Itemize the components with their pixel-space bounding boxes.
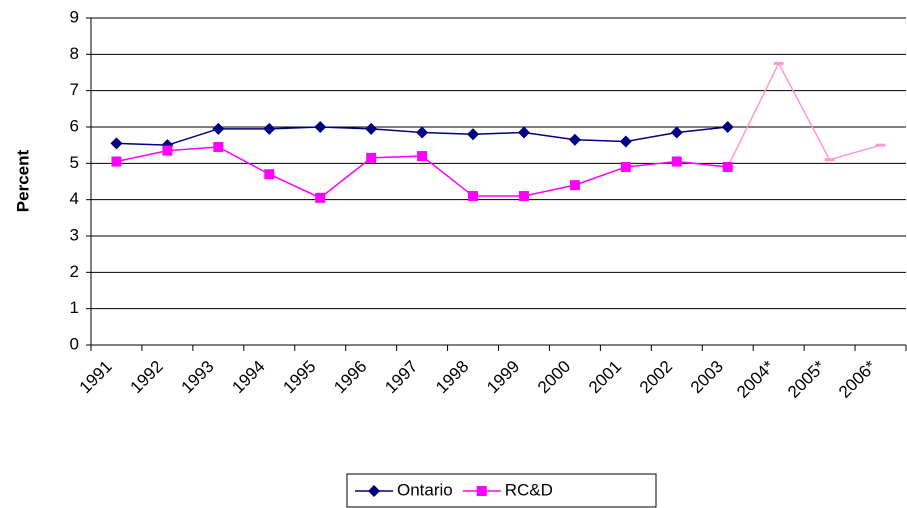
y-tick-label: 0: [70, 334, 79, 353]
y-tick-label: 2: [70, 262, 79, 281]
point: [619, 135, 632, 148]
point: [568, 133, 581, 146]
point: [722, 161, 733, 172]
x-tick-label: 1999: [483, 357, 523, 397]
legend-label: Ontario: [397, 480, 453, 499]
x-tick-label: 1996: [330, 357, 370, 397]
point: [162, 145, 173, 156]
point: [110, 137, 123, 150]
y-tick-label: 9: [70, 7, 79, 26]
point: [365, 122, 378, 135]
x-tick-label: 1992: [127, 357, 167, 397]
x-tick-label: 2002: [636, 357, 676, 397]
point: [517, 126, 530, 139]
point: [416, 126, 429, 139]
x-tick-label: 2003: [687, 357, 727, 397]
point: [314, 121, 327, 133]
x-tick-label: 2005*: [784, 357, 829, 402]
x-tick-label: 1991: [76, 357, 116, 397]
y-tick-label: 4: [70, 189, 79, 208]
y-axis-label: Percent: [13, 149, 32, 212]
legend-box: [346, 473, 657, 508]
point: [620, 161, 631, 172]
x-tick-label: 2004*: [733, 357, 778, 402]
point: [721, 121, 734, 133]
x-tick-label: 1994: [228, 357, 268, 397]
legend-marker: [368, 485, 380, 497]
x-tick-label: 1998: [432, 357, 472, 397]
point: [263, 122, 276, 135]
y-tick-label: 7: [70, 80, 79, 99]
point: [212, 122, 225, 135]
point: [671, 156, 682, 167]
x-tick-label: 1993: [177, 357, 217, 397]
y-tick-label: 5: [70, 153, 79, 172]
legend-label: RC&D: [505, 480, 553, 499]
point: [467, 128, 480, 141]
point: [670, 126, 683, 139]
y-tick-label: 3: [70, 225, 79, 244]
y-tick-label: 6: [70, 116, 79, 135]
projected-line: [727, 61, 881, 168]
x-tick-label: 1995: [279, 357, 319, 397]
x-tick-label: 2000: [534, 357, 574, 397]
point: [417, 151, 428, 162]
legend-marker: [476, 486, 487, 496]
point: [213, 141, 224, 152]
point: [468, 191, 479, 202]
x-tick-label: 2001: [585, 357, 625, 397]
x-tick-label: 1997: [381, 357, 421, 397]
y-tick-label: 8: [70, 44, 79, 63]
point: [264, 169, 275, 180]
point: [518, 191, 529, 202]
point: [315, 192, 326, 203]
point: [569, 180, 580, 191]
y-tick-label: 1: [70, 298, 79, 317]
point: [366, 152, 377, 163]
point: [111, 156, 122, 167]
x-tick-label: 2006*: [835, 357, 880, 402]
